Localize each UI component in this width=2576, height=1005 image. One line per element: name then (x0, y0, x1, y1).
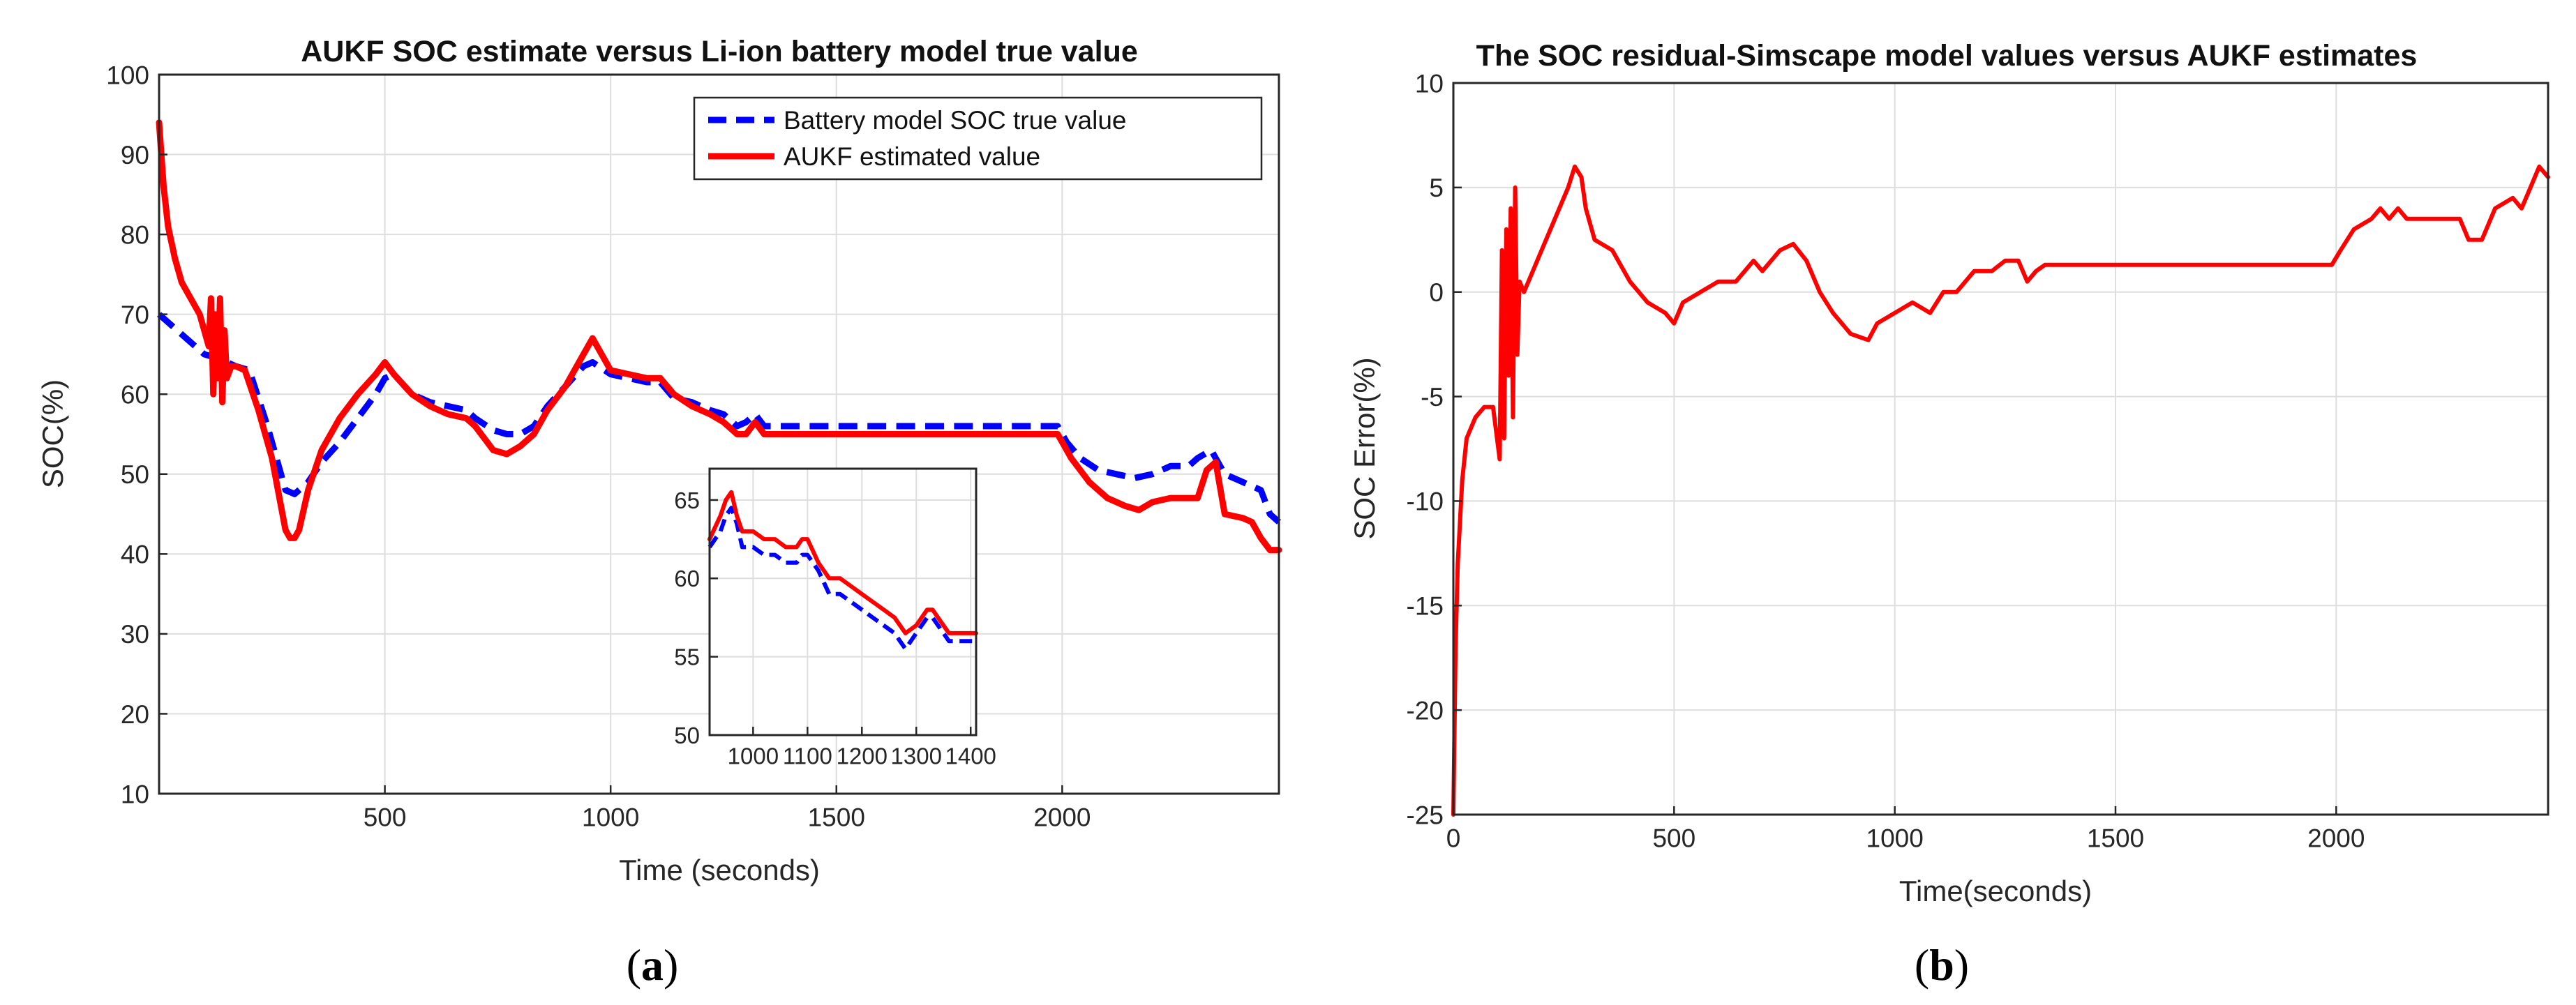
caption-b-open: ( (1915, 940, 1929, 990)
panel-a-y-tick-label: 70 (121, 301, 149, 329)
inset-y-tick-label: 60 (674, 566, 700, 591)
panel-b-y-tick-label: 0 (1429, 278, 1444, 307)
panel-a-x-tick-label: 1500 (808, 803, 865, 831)
panel-a-x-label: Time (seconds) (619, 854, 820, 886)
caption-a-open: ( (627, 940, 641, 990)
panel-b-title: The SOC residual-Simscape model values v… (1476, 39, 2418, 73)
panel-a-x-tick-label: 2000 (1033, 803, 1091, 831)
panel-a-chart: AUKF SOC estimate versus Li-ion battery … (36, 35, 1282, 886)
inset-y-tick-label: 65 (674, 488, 700, 513)
inset-series-estimate-line (707, 490, 978, 635)
inset-x-tick-label: 1000 (728, 743, 779, 769)
panel-a-series-estimate-line (156, 119, 1282, 554)
inset-x-tick-label: 1400 (945, 743, 996, 769)
inset-y-ticks: 50 55 60 65 (674, 488, 718, 748)
inset-y-tick-label: 55 (674, 644, 700, 670)
inset-x-ticks: 1000 1100 1200 1300 1400 (728, 727, 996, 769)
panel-b-y-tick-label: 5 (1429, 174, 1444, 202)
caption-a-letter: a (641, 940, 664, 990)
panel-a-series-true-value-line (157, 312, 1281, 524)
inset-frame (708, 467, 978, 736)
panel-b-x-label: Time(seconds) (1899, 875, 2092, 907)
panel-a-y-tick-label: 20 (121, 700, 149, 729)
inset-x-tick-label: 1300 (891, 743, 942, 769)
inset-y-tick-label: 50 (674, 723, 700, 748)
legend-box (693, 96, 1263, 181)
panel-a-series (156, 119, 1282, 554)
panel-b-y-tick-label: 10 (1415, 69, 1444, 98)
panel-a-y-tick-label: 10 (121, 780, 149, 808)
panel-a-y-label: SOC(%) (36, 379, 69, 488)
panel-a-inset: 1000 1100 1200 1300 1400 50 55 60 65 (674, 467, 996, 769)
inset-series (707, 490, 978, 651)
panel-b-y-tick-label: -15 (1407, 592, 1444, 621)
panel-a-y-tick-label: 40 (121, 541, 149, 569)
panel-b-x-tick-label: 2000 (2307, 824, 2365, 852)
panel-b-x-tick-label: 0 (1446, 824, 1461, 852)
caption-b-letter: b (1929, 940, 1954, 990)
panel-a-title: AUKF SOC estimate versus Li-ion battery … (301, 35, 1138, 68)
caption-b-close: ) (1954, 940, 1969, 990)
panel-b-series-estimate-line (1451, 164, 2550, 817)
panel-a-x-tick-label: 1000 (582, 803, 639, 831)
panel-a-frame (158, 73, 1280, 795)
panel-b-frame (1452, 82, 2549, 816)
panel-a-y-tick-label: 50 (121, 460, 149, 489)
panel-b-y-ticks: -25 -20 -15 -10 -5 0 5 10 (1407, 69, 1462, 829)
legend-estimate-label: AUKF estimated value (784, 142, 1040, 171)
inset-x-tick-label: 1100 (783, 743, 832, 769)
panel-a-x-tick-label: 500 (364, 803, 407, 831)
panel-b-y-label: SOC Error(%) (1348, 357, 1381, 539)
panel-b-y-tick-label: -20 (1407, 696, 1444, 725)
panel-b-grid (1453, 82, 2548, 815)
panel-b-x-ticks: 0 500 1000 1500 2000 (1446, 806, 2365, 852)
inset-background (710, 469, 976, 735)
panel-b-series (1451, 164, 2550, 817)
panel-b-y-tick-label: -25 (1407, 801, 1444, 829)
panel-a-y-tick-label: 60 (121, 381, 149, 409)
panel-a-y-tick-label: 90 (121, 141, 149, 169)
caption-b: (b) (1915, 940, 1969, 990)
panel-b-x-tick-label: 500 (1652, 824, 1695, 852)
panel-b-x-tick-label: 1000 (1866, 824, 1924, 852)
inset-x-tick-label: 1200 (837, 743, 888, 769)
panel-a-y-ticks: 10 20 30 40 50 60 70 80 90 100 (106, 61, 167, 808)
panel-a-x-ticks: 500 1000 1500 2000 (364, 785, 1091, 831)
panel-b-x-tick-label: 1500 (2087, 824, 2144, 852)
panel-a-y-tick-label: 100 (106, 61, 149, 89)
panel-b-y-tick-label: -5 (1421, 383, 1444, 411)
legend-true-value-label: Battery model SOC true value (784, 106, 1127, 135)
legend: Battery model SOC true value AUKF estima… (693, 96, 1263, 181)
inset-series-true-value-line (707, 506, 976, 651)
panel-a-y-tick-label: 80 (121, 220, 149, 249)
caption-a-close: ) (664, 940, 678, 990)
panel-b-chart: The SOC residual-Simscape model values v… (1348, 39, 2550, 907)
panel-b-y-tick-label: -10 (1407, 488, 1444, 516)
panel-a-y-tick-label: 30 (121, 620, 149, 649)
caption-a: (a) (627, 940, 679, 990)
